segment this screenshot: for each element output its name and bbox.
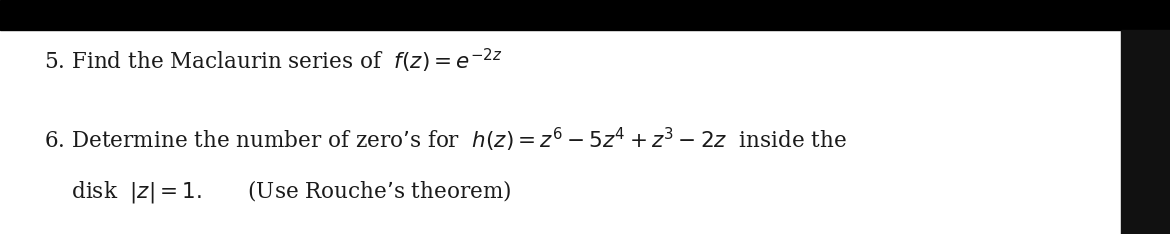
Bar xyxy=(0,0,1170,30)
Text: 5. Find the Maclaurin series of  $f(z) = e^{-2z}$: 5. Find the Maclaurin series of $f(z) = … xyxy=(44,47,503,75)
Text: 6. Determine the number of zero’s for  $h(z) = z^6 - 5z^4 + z^3 - 2z$  inside th: 6. Determine the number of zero’s for $h… xyxy=(44,126,847,154)
Text: disk  $|z| = 1.$      (Use Rouche’s theorem): disk $|z| = 1.$ (Use Rouche’s theorem) xyxy=(44,178,511,205)
Bar xyxy=(1121,30,1170,234)
